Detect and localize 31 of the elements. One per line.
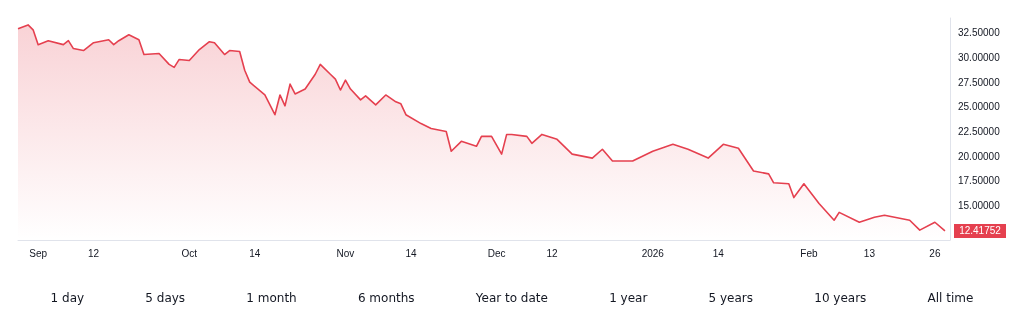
y-tick-label: 25.00000 [958, 101, 1001, 113]
x-tick-label: Sep [29, 247, 48, 259]
y-tick-label: 15.00000 [958, 199, 1001, 211]
text: 1 day [49, 290, 86, 307]
text: 6 months [356, 290, 416, 307]
y-tick-label: 20.00000 [958, 150, 1001, 162]
text: 5 years [707, 290, 755, 307]
text: Year to date [474, 290, 549, 307]
x-tick-label: 13 [863, 247, 876, 259]
y-tick-label: 30.00000 [958, 51, 1001, 63]
x-tick-label: 12 [88, 247, 100, 259]
x-tick-label: 12 [546, 247, 559, 259]
x-tick-label: Dec [487, 247, 506, 259]
text: 10 years [813, 290, 868, 307]
annotation: 12.41752 [959, 225, 1002, 237]
text: 5 days [144, 290, 187, 307]
text: 1 month [245, 290, 298, 307]
x-tick-label: Feb [800, 247, 818, 259]
x-tick-label: 14 [405, 247, 417, 259]
y-tick-label: 32.50000 [958, 27, 1001, 39]
y-tick-label: 17.50000 [958, 175, 1001, 187]
x-tick-label: 14 [249, 247, 261, 259]
x-tick-label: Nov [336, 247, 355, 259]
x-tick-label: 26 [929, 247, 941, 259]
y-tick-label: 22.50000 [958, 125, 1001, 137]
x-tick-label: 14 [712, 247, 725, 259]
text: All time [926, 290, 975, 307]
text: 1 year [608, 290, 649, 307]
y-tick-label: 27.50000 [958, 76, 1001, 88]
x-tick-label: Oct [181, 247, 198, 259]
x-tick-label: 2026 [641, 247, 665, 259]
